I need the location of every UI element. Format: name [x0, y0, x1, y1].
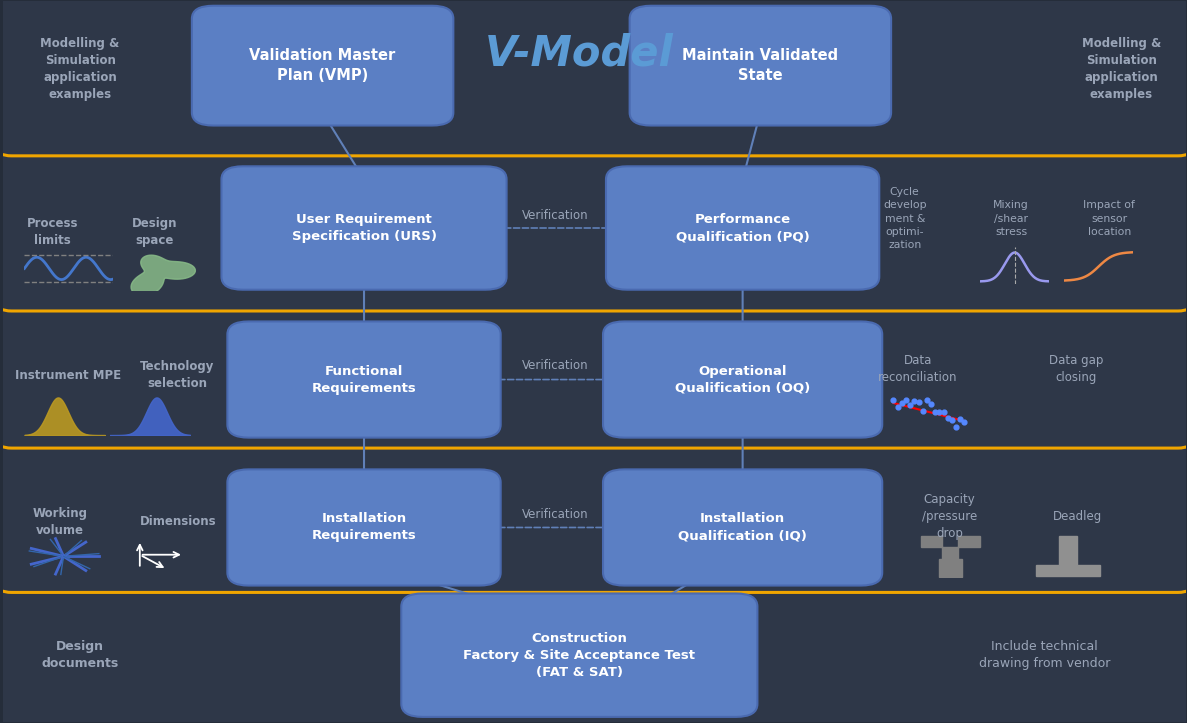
- Text: Technology
selection: Technology selection: [140, 360, 215, 390]
- Text: Data
reconciliation: Data reconciliation: [878, 354, 958, 384]
- FancyBboxPatch shape: [0, 585, 1187, 723]
- Text: Instrument MPE: Instrument MPE: [15, 369, 121, 382]
- FancyBboxPatch shape: [0, 304, 1187, 448]
- Text: Design
documents: Design documents: [42, 640, 119, 670]
- Text: Installation
Requirements: Installation Requirements: [312, 513, 417, 542]
- Text: Functional
Requirements: Functional Requirements: [312, 364, 417, 395]
- Text: Design
space: Design space: [132, 217, 177, 247]
- Text: Maintain Validated
State: Maintain Validated State: [683, 48, 838, 83]
- Text: Modelling &
Simulation
application
examples: Modelling & Simulation application examp…: [1081, 38, 1161, 101]
- FancyBboxPatch shape: [192, 6, 453, 126]
- Text: User Requirement
Specification (URS): User Requirement Specification (URS): [292, 213, 437, 243]
- Text: Mixing
/shear
stress: Mixing /shear stress: [994, 200, 1029, 237]
- FancyBboxPatch shape: [629, 6, 891, 126]
- FancyBboxPatch shape: [603, 469, 882, 586]
- Text: Verification: Verification: [522, 359, 589, 372]
- Text: Verification: Verification: [522, 508, 589, 521]
- Text: Capacity
/pressure
drop: Capacity /pressure drop: [922, 493, 977, 540]
- Text: Working
volume: Working volume: [32, 507, 88, 536]
- FancyBboxPatch shape: [0, 441, 1187, 592]
- FancyBboxPatch shape: [603, 322, 882, 437]
- Text: Cycle
develop
ment &
optimi-
zation: Cycle develop ment & optimi- zation: [883, 187, 927, 250]
- Text: Modelling &
Simulation
application
examples: Modelling & Simulation application examp…: [40, 38, 120, 101]
- Text: Deadleg: Deadleg: [1053, 510, 1102, 523]
- Text: V-Model: V-Model: [485, 33, 674, 74]
- Text: Impact of
sensor
location: Impact of sensor location: [1084, 200, 1135, 237]
- Text: Performance
Qualification (PQ): Performance Qualification (PQ): [675, 213, 810, 243]
- FancyBboxPatch shape: [0, 0, 1187, 156]
- Text: Dimensions: Dimensions: [140, 515, 216, 529]
- FancyBboxPatch shape: [607, 166, 880, 290]
- Text: Process
limits: Process limits: [27, 217, 78, 247]
- Text: Include technical
drawing from vendor: Include technical drawing from vendor: [978, 640, 1110, 670]
- Text: Construction
Factory & Site Acceptance Test
(FAT & SAT): Construction Factory & Site Acceptance T…: [463, 632, 696, 679]
- FancyBboxPatch shape: [228, 322, 501, 437]
- Text: Data gap
closing: Data gap closing: [1049, 354, 1104, 384]
- Text: Validation Master
Plan (VMP): Validation Master Plan (VMP): [249, 48, 395, 83]
- FancyBboxPatch shape: [0, 149, 1187, 311]
- Text: Operational
Qualification (OQ): Operational Qualification (OQ): [675, 364, 811, 395]
- FancyBboxPatch shape: [228, 469, 501, 586]
- Text: Installation
Qualification (IQ): Installation Qualification (IQ): [678, 513, 807, 542]
- Text: Verification: Verification: [522, 208, 589, 221]
- FancyBboxPatch shape: [401, 594, 757, 717]
- FancyBboxPatch shape: [222, 166, 507, 290]
